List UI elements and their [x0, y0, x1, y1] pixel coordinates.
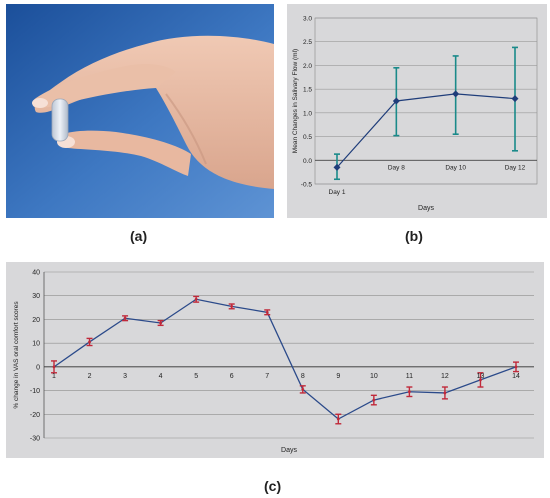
caption-c: (c) [264, 478, 282, 494]
point-c-2 [123, 316, 127, 320]
ytick-label-c-4: 10 [32, 341, 40, 348]
xtick-label-b-0: Day 1 [329, 189, 346, 196]
chart-b-svg: -0.5 0.0 0.5 1.0 1.5 2.0 2.5 3.0 Day 1 Day 8 Day 1… [292, 16, 538, 212]
ytick-label-b-2: 0.5 [303, 134, 312, 141]
point-c-9 [372, 398, 376, 402]
ytick-label-c-1: -20 [30, 412, 40, 419]
ytick-label-c-7: 40 [32, 270, 40, 277]
point-b-0 [333, 163, 341, 171]
photo-hand-holding-lozenge [6, 4, 274, 218]
xtick-label-c-12: 13 [477, 373, 485, 380]
xlabel-b: Days [418, 205, 434, 212]
xtick-label-c-1: 2 [88, 373, 92, 380]
ytick-label-c-2: -10 [30, 388, 40, 395]
xtick-label-c-0: 1 [52, 373, 56, 380]
ylabel-c: % change in VAS oral comfort scores [13, 301, 20, 409]
point-c-10 [407, 390, 411, 394]
xtick-label-c-6: 7 [265, 373, 269, 380]
ytick-label-b-4: 1.5 [303, 87, 312, 94]
xtick-label-c-7: 8 [301, 373, 305, 380]
plot-area-b [314, 17, 538, 185]
chart-vas-oral-comfort: -30 -20 -10 0 10 20 30 40 1 2 3 4 5 6 7 8 9 10 11 12 13 14 Day… [6, 262, 544, 458]
point-b-2 [452, 90, 460, 98]
ytick-label-b-6: 2.5 [303, 39, 312, 46]
series-line-c [53, 298, 517, 420]
xtick-label-c-9: 10 [370, 373, 378, 380]
xtick-label-c-8: 9 [336, 373, 340, 380]
point-c-0 [52, 365, 56, 369]
ytick-label-c-5: 20 [32, 317, 40, 324]
xtick-label-c-2: 3 [123, 373, 127, 380]
ytick-label-b-7: 3.0 [303, 16, 312, 23]
xtick-label-c-10: 11 [406, 373, 413, 380]
ytick-label-c-6: 30 [32, 293, 40, 300]
series-line-b [336, 93, 516, 168]
caption-b: (b) [405, 228, 423, 244]
point-c-6 [265, 310, 269, 314]
point-b-1 [392, 97, 400, 105]
ytick-label-c-0: -30 [30, 436, 40, 443]
hand-holding-lozenge-icon [6, 4, 274, 218]
point-c-4 [194, 297, 198, 301]
point-c-7 [301, 387, 305, 391]
ytick-label-c-3: 0 [36, 364, 40, 371]
xtick-label-c-11: 12 [441, 373, 449, 380]
point-c-3 [159, 321, 163, 325]
ylabel-b: Mean Changes in Salivary Flow (ml) [292, 49, 299, 153]
point-c-11 [443, 391, 447, 395]
point-b-3 [511, 95, 519, 103]
xtick-label-b-3: Day 12 [505, 164, 526, 171]
caption-a: (a) [130, 228, 148, 244]
ytick-label-b-1: 0.0 [303, 158, 312, 165]
point-c-12 [479, 378, 482, 382]
point-c-5 [230, 304, 234, 308]
xtick-label-c-3: 4 [159, 373, 163, 380]
xtick-label-b-1: Day 8 [388, 164, 405, 171]
point-c-13 [514, 365, 518, 369]
point-c-1 [88, 340, 91, 344]
point-c-8 [336, 417, 340, 421]
chart-salivary-flow: -0.5 0.0 0.5 1.0 1.5 2.0 2.5 3.0 Day 1 Day 8 Day 1… [287, 4, 547, 218]
xtick-label-c-5: 6 [230, 373, 234, 380]
ytick-label-b-5: 2.0 [303, 63, 312, 70]
xlabel-c: Days [281, 447, 297, 454]
ytick-label-b-3: 1.0 [303, 110, 312, 117]
xtick-label-b-2: Day 10 [445, 164, 466, 171]
xtick-label-c-4: 5 [194, 373, 198, 380]
ytick-label-b-0: -0.5 [301, 182, 313, 189]
xtick-label-c-13: 14 [512, 373, 520, 380]
